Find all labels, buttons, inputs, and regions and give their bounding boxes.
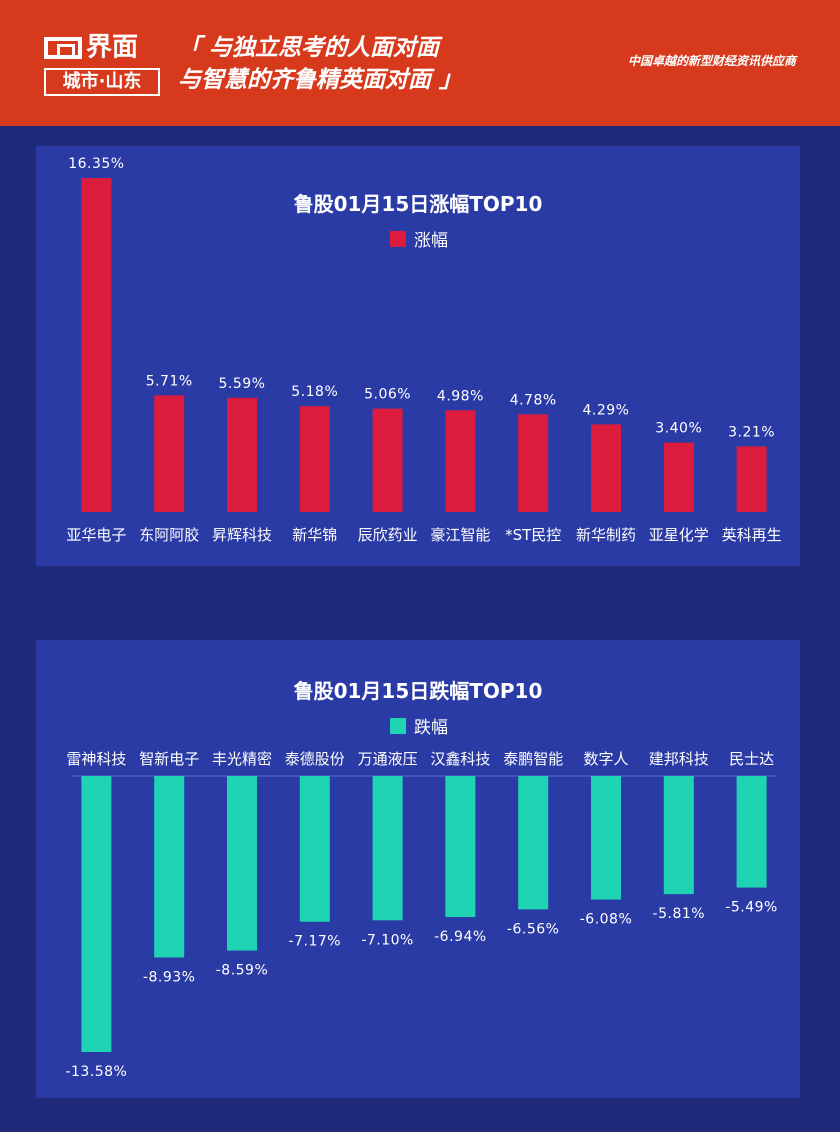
bar bbox=[372, 408, 403, 512]
category-label: 民士达 bbox=[729, 750, 774, 768]
category-label: 昇辉科技 bbox=[212, 526, 272, 544]
chart-title: 鲁股01月15日涨幅TOP10 bbox=[294, 192, 543, 216]
data-label: -7.10% bbox=[361, 932, 414, 948]
bar bbox=[227, 776, 257, 951]
bar bbox=[372, 776, 403, 921]
data-label: 3.40% bbox=[655, 421, 702, 437]
tagline: 中国卓越的新型财经资讯供应商 bbox=[627, 54, 796, 68]
header-banner: 界面 城市·山东 「 与独立思考的人面对面 与智慧的齐鲁精英面对面 」 中国卓越… bbox=[0, 0, 840, 126]
legend-swatch bbox=[390, 718, 406, 734]
data-label: -6.08% bbox=[580, 912, 633, 928]
bar bbox=[663, 776, 694, 895]
bar bbox=[663, 442, 694, 512]
logo-main-text: 界面 bbox=[86, 32, 139, 63]
bar bbox=[227, 397, 257, 512]
data-label: 5.71% bbox=[146, 373, 193, 389]
bar bbox=[591, 424, 621, 512]
losers-chart-panel: 鲁股01月15日跌幅TOP10 跌幅雷神科技 -13.58% 智新电子 -8.93% 丰光… bbox=[36, 640, 800, 1098]
bar bbox=[154, 776, 185, 958]
category-label: 数字人 bbox=[583, 750, 628, 768]
data-label: 5.59% bbox=[219, 376, 266, 392]
legend-label: 涨幅 bbox=[414, 231, 448, 251]
chart-title: 鲁股01月15日跌幅TOP10 bbox=[294, 679, 543, 703]
data-label: -6.56% bbox=[507, 921, 560, 937]
category-label: 辰欣药业 bbox=[358, 526, 418, 544]
bar bbox=[81, 178, 112, 512]
logo-mark-icon bbox=[44, 36, 82, 59]
legend-label: 跌幅 bbox=[414, 718, 448, 738]
bar bbox=[591, 776, 621, 900]
data-label: 4.98% bbox=[437, 388, 484, 404]
category-label: 英科再生 bbox=[722, 526, 782, 544]
category-label: 丰光精密 bbox=[212, 750, 272, 768]
gainers-chart: 鲁股01月15日涨幅TOP10 涨幅 16.35% 亚华电子 5.71% 东阿阿胶 5.59… bbox=[66, 156, 782, 544]
data-label: -5.49% bbox=[725, 900, 778, 916]
category-label: 建邦科技 bbox=[649, 750, 709, 768]
bar bbox=[299, 776, 330, 922]
data-label: -8.93% bbox=[143, 969, 196, 985]
data-label: 4.29% bbox=[583, 402, 630, 418]
bar bbox=[81, 776, 112, 1052]
data-label: 3.21% bbox=[728, 424, 775, 440]
category-label: 亚华电子 bbox=[66, 526, 126, 544]
bar bbox=[518, 414, 549, 512]
bar bbox=[299, 406, 330, 512]
data-label: -5.81% bbox=[653, 906, 706, 922]
category-label: 万通液压 bbox=[358, 750, 418, 768]
gainers-chart-panel: 鲁股01月15日涨幅TOP10 涨幅 16.35% 亚华电子 5.71% 东阿阿胶 5.59… bbox=[36, 146, 800, 566]
data-label: -13.58% bbox=[65, 1064, 127, 1080]
data-label: -7.17% bbox=[289, 934, 342, 950]
data-label: 4.78% bbox=[510, 392, 557, 408]
slogan-line-2: 与智慧的齐鲁精英面对面 」 bbox=[178, 67, 463, 93]
category-label: 汉鑫科技 bbox=[430, 750, 490, 768]
logo-sub-text: 城市·山东 bbox=[44, 68, 160, 96]
bar bbox=[445, 410, 476, 512]
bar bbox=[518, 776, 549, 910]
data-label: 5.06% bbox=[364, 387, 411, 403]
data-label: 5.18% bbox=[291, 384, 338, 400]
legend-swatch bbox=[390, 231, 406, 247]
category-label: 东阿阿胶 bbox=[139, 526, 199, 544]
bar bbox=[736, 776, 767, 888]
data-label: -6.94% bbox=[434, 929, 487, 945]
slogan: 「 与独立思考的人面对面 与智慧的齐鲁精英面对面 」 bbox=[178, 32, 462, 96]
bar bbox=[154, 395, 185, 512]
category-label: 新华锦 bbox=[292, 526, 337, 544]
jiemian-logo: 界面 城市·山东 bbox=[44, 30, 162, 98]
category-label: *ST民控 bbox=[505, 526, 561, 544]
category-label: 泰鹏智能 bbox=[503, 750, 563, 768]
bar bbox=[736, 446, 767, 512]
slogan-line-1: 「 与独立思考的人面对面 bbox=[178, 35, 440, 61]
category-label: 雷神科技 bbox=[66, 750, 126, 768]
category-label: 亚星化学 bbox=[649, 526, 709, 544]
category-label: 新华制药 bbox=[576, 526, 636, 544]
data-label: 16.35% bbox=[68, 156, 124, 172]
bar bbox=[445, 776, 476, 918]
data-label: -8.59% bbox=[216, 963, 269, 979]
category-label: 智新电子 bbox=[139, 750, 199, 768]
category-label: 泰德股份 bbox=[285, 750, 345, 768]
category-label: 豪江智能 bbox=[430, 526, 490, 544]
